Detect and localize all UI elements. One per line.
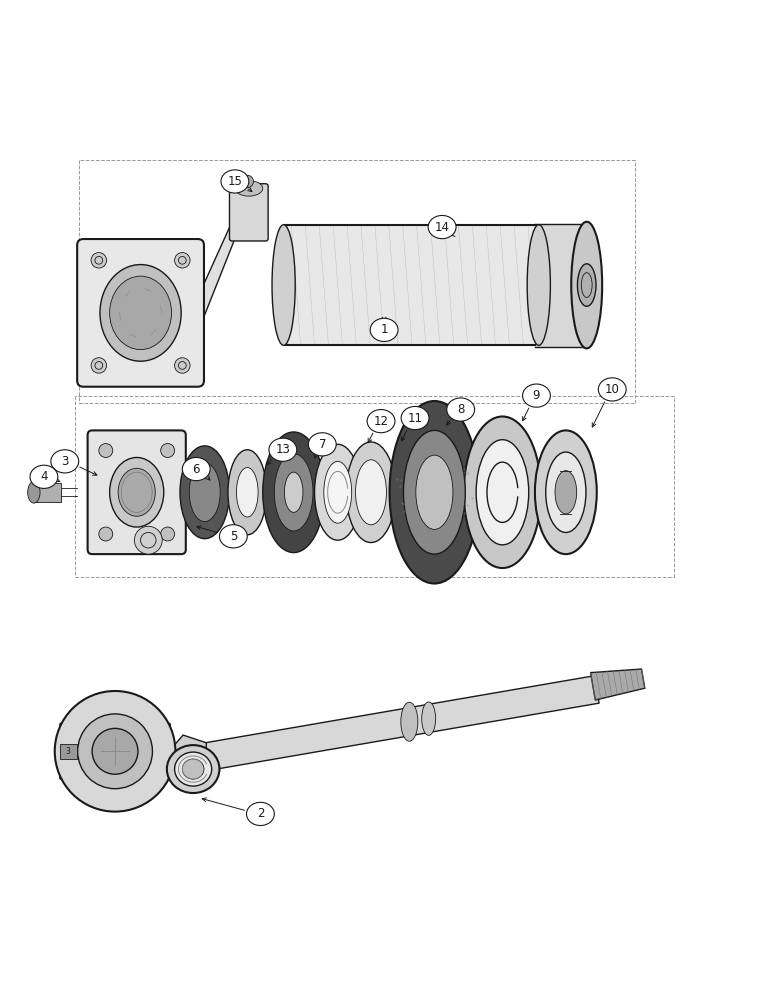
- Ellipse shape: [272, 225, 295, 345]
- Circle shape: [241, 175, 254, 188]
- Ellipse shape: [416, 455, 453, 529]
- FancyBboxPatch shape: [77, 239, 204, 387]
- Circle shape: [78, 714, 152, 789]
- Polygon shape: [61, 697, 170, 806]
- Ellipse shape: [118, 468, 155, 516]
- Ellipse shape: [571, 222, 602, 348]
- Ellipse shape: [263, 432, 324, 553]
- Circle shape: [91, 253, 106, 268]
- Text: 11: 11: [407, 412, 423, 425]
- Text: 15: 15: [227, 175, 242, 188]
- Ellipse shape: [390, 401, 480, 584]
- Ellipse shape: [346, 442, 396, 543]
- Circle shape: [134, 526, 162, 554]
- Polygon shape: [591, 669, 645, 700]
- Ellipse shape: [401, 406, 429, 430]
- Ellipse shape: [247, 802, 275, 826]
- Text: 13: 13: [275, 443, 290, 456]
- Circle shape: [161, 444, 175, 457]
- Text: 12: 12: [373, 415, 389, 428]
- Circle shape: [161, 527, 175, 541]
- Text: 3: 3: [61, 455, 68, 468]
- Text: 1: 1: [380, 323, 388, 336]
- Ellipse shape: [235, 181, 263, 196]
- Bar: [34, 483, 61, 502]
- FancyBboxPatch shape: [88, 430, 185, 554]
- Ellipse shape: [421, 702, 435, 735]
- Ellipse shape: [269, 438, 296, 461]
- Ellipse shape: [314, 444, 361, 540]
- Text: 2: 2: [257, 807, 264, 820]
- Circle shape: [91, 358, 106, 373]
- Ellipse shape: [167, 745, 220, 793]
- Text: 9: 9: [532, 389, 540, 402]
- Text: 14: 14: [435, 221, 449, 234]
- Ellipse shape: [30, 465, 58, 488]
- Ellipse shape: [428, 215, 456, 239]
- Text: 6: 6: [192, 463, 200, 476]
- Ellipse shape: [100, 265, 181, 361]
- Ellipse shape: [237, 468, 258, 517]
- Text: 7: 7: [318, 438, 326, 451]
- Ellipse shape: [598, 378, 626, 401]
- Ellipse shape: [308, 433, 336, 456]
- Ellipse shape: [447, 398, 475, 421]
- Ellipse shape: [109, 457, 164, 527]
- Ellipse shape: [284, 472, 303, 512]
- Ellipse shape: [522, 384, 550, 407]
- Circle shape: [92, 728, 138, 774]
- Ellipse shape: [355, 460, 386, 525]
- Ellipse shape: [546, 452, 586, 532]
- Polygon shape: [198, 215, 235, 332]
- Ellipse shape: [109, 276, 171, 350]
- Circle shape: [99, 527, 113, 541]
- Ellipse shape: [404, 430, 466, 554]
- Circle shape: [55, 691, 175, 812]
- Text: 8: 8: [457, 403, 464, 416]
- Polygon shape: [204, 676, 599, 770]
- Ellipse shape: [464, 416, 541, 568]
- Ellipse shape: [527, 225, 550, 345]
- Ellipse shape: [324, 461, 352, 523]
- Ellipse shape: [182, 457, 210, 481]
- FancyBboxPatch shape: [230, 184, 268, 241]
- Ellipse shape: [476, 440, 528, 545]
- Ellipse shape: [401, 702, 417, 741]
- Ellipse shape: [221, 170, 249, 193]
- Text: 4: 4: [40, 470, 47, 483]
- Ellipse shape: [370, 318, 398, 341]
- Ellipse shape: [28, 481, 40, 503]
- Ellipse shape: [175, 752, 212, 786]
- Circle shape: [99, 444, 113, 457]
- Text: 3: 3: [66, 747, 71, 756]
- Text: 5: 5: [230, 530, 237, 543]
- Polygon shape: [168, 735, 206, 774]
- Text: 10: 10: [605, 383, 620, 396]
- Ellipse shape: [367, 410, 395, 433]
- Bar: [60, 744, 77, 759]
- Ellipse shape: [180, 446, 230, 539]
- Ellipse shape: [228, 450, 267, 535]
- Ellipse shape: [220, 525, 248, 548]
- Ellipse shape: [555, 471, 577, 514]
- Circle shape: [175, 358, 190, 373]
- Ellipse shape: [189, 463, 220, 522]
- Ellipse shape: [577, 264, 596, 306]
- Ellipse shape: [535, 430, 597, 554]
- Ellipse shape: [182, 759, 204, 779]
- Circle shape: [175, 253, 190, 268]
- Ellipse shape: [275, 454, 313, 531]
- Ellipse shape: [51, 450, 78, 473]
